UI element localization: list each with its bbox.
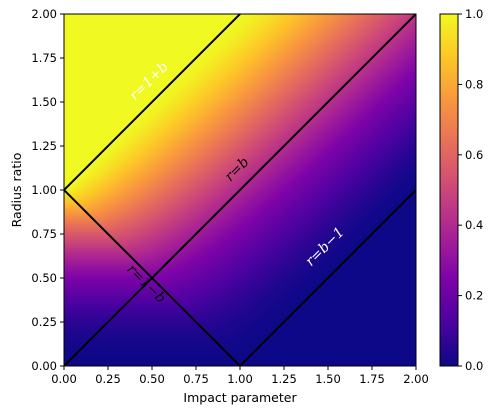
x-tick-label: 1.50 — [315, 372, 341, 386]
colorbar: 0.0 0.2 0.4 0.6 0.8 1.0 — [439, 7, 483, 373]
x-tick-label: 0.50 — [139, 372, 165, 386]
y-tick-label: 0.75 — [31, 227, 57, 241]
colorbar-tick-label: 0.2 — [465, 289, 483, 303]
y-tick-label: 1.00 — [31, 183, 57, 197]
y-axis-label: Radius ratio — [9, 153, 24, 228]
boundary-line-1 — [64, 14, 241, 191]
y-tick-label: 0.25 — [31, 315, 57, 329]
y-axis: 0.00 0.25 0.50 0.75 1.00 1.25 1.50 1.75 2.00 — [31, 7, 64, 373]
boundary-lines — [64, 14, 416, 366]
x-axis: 0.00 0.25 0.50 0.75 1.00 1.25 1.50 1.75 2.00 — [51, 366, 429, 386]
x-tick-label: 0.25 — [95, 372, 121, 386]
boundary-line-4 — [64, 189, 241, 366]
x-axis-label: Impact parameter — [183, 390, 297, 405]
boundary-line-3 — [239, 189, 416, 366]
x-tick-label: 0.00 — [51, 372, 77, 386]
y-tick-label: 1.50 — [31, 95, 57, 109]
y-tick-label: 0.00 — [31, 359, 57, 373]
y-tick-label: 1.25 — [31, 139, 57, 153]
x-tick-label: 1.00 — [227, 372, 253, 386]
colorbar-gradient — [439, 13, 459, 367]
y-tick-label: 1.75 — [31, 51, 57, 65]
colorbar-tick-label: 0.6 — [465, 148, 483, 162]
colorbar-tick-label: 1.0 — [465, 7, 483, 21]
x-tick-label: 1.25 — [271, 372, 297, 386]
y-tick-label: 0.50 — [31, 271, 57, 285]
colorbar-tick-label: 0.0 — [465, 359, 483, 373]
y-tick-label: 2.00 — [31, 7, 57, 21]
x-tick-label: 2.00 — [403, 372, 429, 386]
colorbar-ticks: 0.0 0.2 0.4 0.6 0.8 1.0 — [458, 7, 483, 373]
boundary-line-2 — [64, 14, 416, 366]
x-tick-label: 1.75 — [359, 372, 385, 386]
colorbar-tick-label: 0.8 — [465, 77, 483, 91]
x-tick-label: 0.75 — [183, 372, 209, 386]
colorbar-tick-label: 0.4 — [465, 218, 483, 232]
